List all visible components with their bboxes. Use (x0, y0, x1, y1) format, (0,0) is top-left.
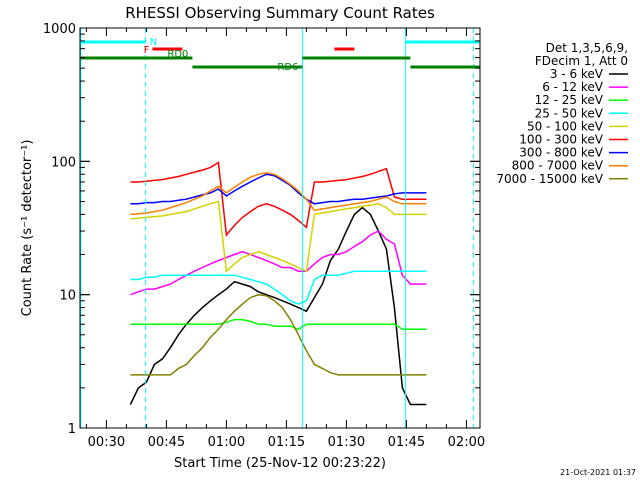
chart-title: RHESSI Observing Summary Count Rates (125, 4, 435, 22)
legend-header-1: FDecim 1, Att 0 (535, 54, 628, 68)
annotations-layer: NF RD0 RD6 (80, 28, 480, 428)
series-line-4 (130, 200, 427, 273)
x-axis-label: Start Time (25-Nov-12 00:23:22) (174, 456, 386, 471)
legend-label-7: 800 - 7000 keV (512, 159, 604, 173)
x-tick-label-1: 00:45 (148, 435, 185, 450)
y-axis: 1 10 100 1000 (43, 22, 480, 437)
legend-header-0: Det 1,3,5,6,9, (546, 41, 628, 55)
series-line-8 (130, 293, 427, 376)
legend-label-0: 3 - 6 keV (550, 67, 604, 81)
attenuator-label-2: F (144, 45, 150, 56)
y-tick-label-1: 10 (59, 289, 76, 304)
y-tick-label-2: 100 (51, 155, 76, 170)
x-tick-label-2: 01:00 (208, 435, 245, 450)
series-layer (129, 161, 427, 406)
legend-label-6: 300 - 800 keV (519, 146, 603, 160)
timestamp-label: 21-Oct-2021 01:37 (560, 468, 636, 477)
series-line-3 (130, 270, 427, 305)
legend: Det 1,3,5,6,9,FDecim 1, Att 03 - 6 keV6 … (496, 41, 628, 186)
series-line-7 (130, 172, 427, 216)
legend-label-8: 7000 - 15000 keV (496, 172, 603, 186)
legend-label-3: 25 - 50 keV (535, 106, 604, 120)
legend-label-2: 12 - 25 keV (535, 93, 604, 107)
x-axis: 00:30 00:45 01:00 01:15 01:30 01:45 02:00 (85, 28, 485, 450)
legend-label-4: 50 - 100 keV (527, 119, 604, 133)
attenuator-label-6: RD6 (277, 62, 298, 73)
plot-frame (79, 27, 481, 429)
x-tick-label-3: 01:15 (268, 435, 305, 450)
series-line-6 (130, 173, 427, 205)
attenuator-label-4: RD0 (167, 49, 188, 60)
series-line-1 (130, 230, 427, 296)
attenuator-label-0: N (150, 37, 157, 48)
series-line-2 (130, 318, 427, 331)
y-tick-label-0: 1 (68, 422, 76, 437)
x-tick-label-6: 02:00 (448, 435, 485, 450)
y-tick-label-3: 1000 (43, 22, 76, 37)
series-line-0 (129, 206, 427, 406)
x-tick-label-4: 01:30 (328, 435, 365, 450)
x-tick-label-0: 00:30 (88, 435, 125, 450)
legend-label-1: 6 - 12 keV (542, 80, 604, 94)
legend-label-5: 100 - 300 keV (519, 133, 603, 147)
y-axis-label: Count Rate (s⁻¹ detector⁻¹) (20, 140, 35, 317)
x-tick-label-5: 01:45 (388, 435, 425, 450)
series-line-5 (130, 161, 427, 237)
